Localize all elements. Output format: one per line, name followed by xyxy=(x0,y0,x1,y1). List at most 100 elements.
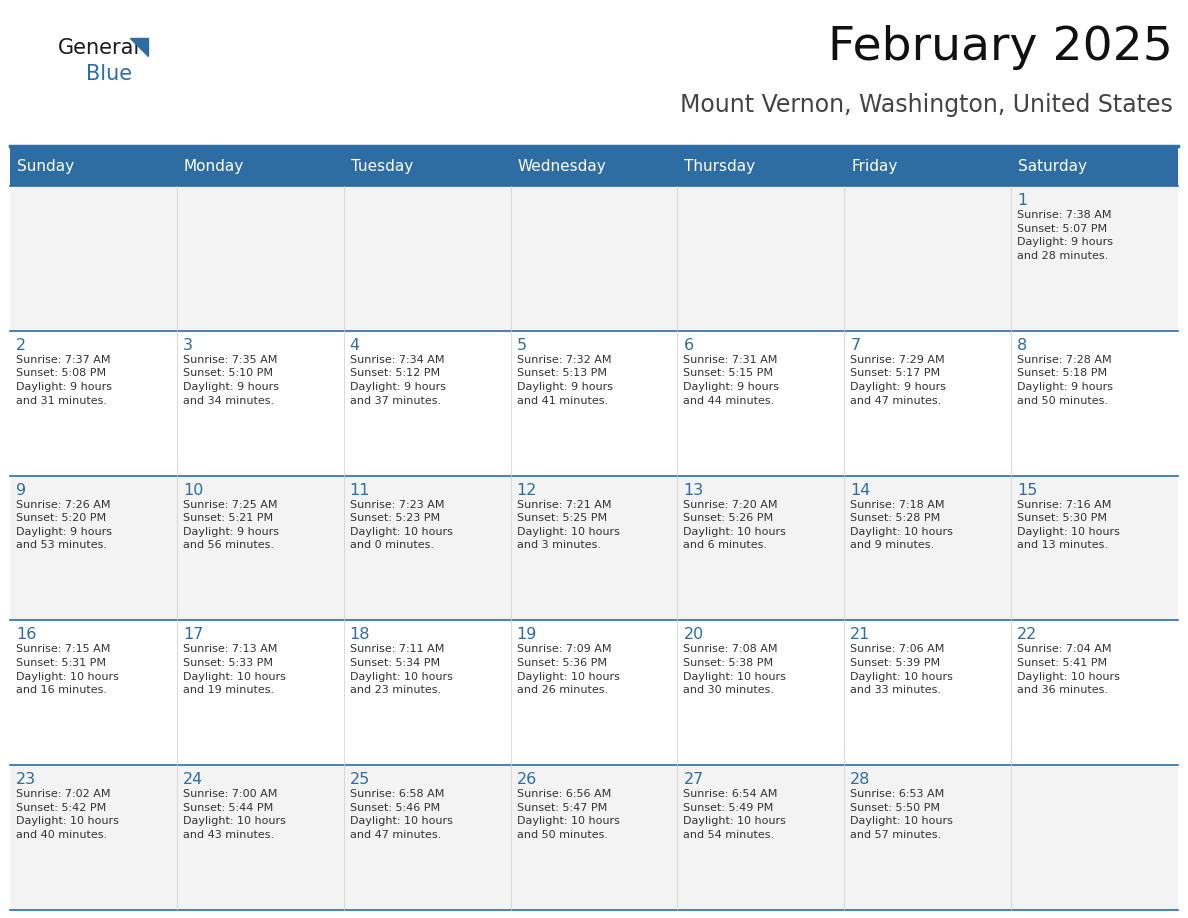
Bar xyxy=(845,621,1011,766)
Text: 6: 6 xyxy=(683,338,694,353)
Bar xyxy=(677,330,845,476)
Text: Blue: Blue xyxy=(86,64,132,84)
Text: Mount Vernon, Washington, United States: Mount Vernon, Washington, United States xyxy=(680,93,1173,117)
Bar xyxy=(343,476,511,621)
Text: Sunrise: 7:38 AM
Sunset: 5:07 PM
Daylight: 9 hours
and 28 minutes.: Sunrise: 7:38 AM Sunset: 5:07 PM Dayligh… xyxy=(1017,210,1113,261)
Bar xyxy=(511,330,677,476)
Bar xyxy=(845,330,1011,476)
Bar xyxy=(1011,766,1178,910)
Bar xyxy=(511,621,677,766)
Text: Sunrise: 7:06 AM
Sunset: 5:39 PM
Daylight: 10 hours
and 33 minutes.: Sunrise: 7:06 AM Sunset: 5:39 PM Dayligh… xyxy=(851,644,953,695)
Text: 27: 27 xyxy=(683,772,703,788)
Text: Sunrise: 7:29 AM
Sunset: 5:17 PM
Daylight: 9 hours
and 47 minutes.: Sunrise: 7:29 AM Sunset: 5:17 PM Dayligh… xyxy=(851,354,947,406)
Text: Sunrise: 7:13 AM
Sunset: 5:33 PM
Daylight: 10 hours
and 19 minutes.: Sunrise: 7:13 AM Sunset: 5:33 PM Dayligh… xyxy=(183,644,286,695)
Text: Sunrise: 7:26 AM
Sunset: 5:20 PM
Daylight: 9 hours
and 53 minutes.: Sunrise: 7:26 AM Sunset: 5:20 PM Dayligh… xyxy=(15,499,112,551)
Bar xyxy=(677,476,845,621)
Text: Sunrise: 7:34 AM
Sunset: 5:12 PM
Daylight: 9 hours
and 37 minutes.: Sunrise: 7:34 AM Sunset: 5:12 PM Dayligh… xyxy=(349,354,446,406)
Text: Sunrise: 6:53 AM
Sunset: 5:50 PM
Daylight: 10 hours
and 57 minutes.: Sunrise: 6:53 AM Sunset: 5:50 PM Dayligh… xyxy=(851,789,953,840)
Text: 23: 23 xyxy=(15,772,36,788)
Text: Sunrise: 7:11 AM
Sunset: 5:34 PM
Daylight: 10 hours
and 23 minutes.: Sunrise: 7:11 AM Sunset: 5:34 PM Dayligh… xyxy=(349,644,453,695)
Bar xyxy=(10,148,1178,186)
Text: Sunrise: 7:31 AM
Sunset: 5:15 PM
Daylight: 9 hours
and 44 minutes.: Sunrise: 7:31 AM Sunset: 5:15 PM Dayligh… xyxy=(683,354,779,406)
Bar xyxy=(10,621,177,766)
Bar xyxy=(845,476,1011,621)
Text: Sunrise: 6:58 AM
Sunset: 5:46 PM
Daylight: 10 hours
and 47 minutes.: Sunrise: 6:58 AM Sunset: 5:46 PM Dayligh… xyxy=(349,789,453,840)
Bar xyxy=(10,766,177,910)
Bar xyxy=(10,476,177,621)
Text: Sunday: Sunday xyxy=(17,160,74,174)
Text: Sunrise: 7:28 AM
Sunset: 5:18 PM
Daylight: 9 hours
and 50 minutes.: Sunrise: 7:28 AM Sunset: 5:18 PM Dayligh… xyxy=(1017,354,1113,406)
Text: 10: 10 xyxy=(183,483,203,498)
Bar xyxy=(343,186,511,330)
Text: 15: 15 xyxy=(1017,483,1037,498)
Bar xyxy=(1011,621,1178,766)
Text: 8: 8 xyxy=(1017,338,1028,353)
Text: 24: 24 xyxy=(183,772,203,788)
Text: 26: 26 xyxy=(517,772,537,788)
Text: Sunrise: 7:04 AM
Sunset: 5:41 PM
Daylight: 10 hours
and 36 minutes.: Sunrise: 7:04 AM Sunset: 5:41 PM Dayligh… xyxy=(1017,644,1120,695)
Text: Sunrise: 6:56 AM
Sunset: 5:47 PM
Daylight: 10 hours
and 50 minutes.: Sunrise: 6:56 AM Sunset: 5:47 PM Dayligh… xyxy=(517,789,619,840)
Text: 3: 3 xyxy=(183,338,192,353)
Text: 4: 4 xyxy=(349,338,360,353)
Bar xyxy=(177,330,343,476)
Bar xyxy=(1011,330,1178,476)
Bar xyxy=(845,186,1011,330)
Text: Sunrise: 7:00 AM
Sunset: 5:44 PM
Daylight: 10 hours
and 43 minutes.: Sunrise: 7:00 AM Sunset: 5:44 PM Dayligh… xyxy=(183,789,286,840)
Text: Sunrise: 6:54 AM
Sunset: 5:49 PM
Daylight: 10 hours
and 54 minutes.: Sunrise: 6:54 AM Sunset: 5:49 PM Dayligh… xyxy=(683,789,786,840)
Text: 1: 1 xyxy=(1017,193,1028,208)
Text: 12: 12 xyxy=(517,483,537,498)
Bar xyxy=(10,330,177,476)
Text: 14: 14 xyxy=(851,483,871,498)
Text: 17: 17 xyxy=(183,627,203,643)
Text: Wednesday: Wednesday xyxy=(518,160,606,174)
Bar xyxy=(177,621,343,766)
Bar xyxy=(677,766,845,910)
Text: Sunrise: 7:25 AM
Sunset: 5:21 PM
Daylight: 9 hours
and 56 minutes.: Sunrise: 7:25 AM Sunset: 5:21 PM Dayligh… xyxy=(183,499,279,551)
Text: Sunrise: 7:37 AM
Sunset: 5:08 PM
Daylight: 9 hours
and 31 minutes.: Sunrise: 7:37 AM Sunset: 5:08 PM Dayligh… xyxy=(15,354,112,406)
Bar xyxy=(343,766,511,910)
Text: Friday: Friday xyxy=(852,160,898,174)
Text: 20: 20 xyxy=(683,627,703,643)
Text: 13: 13 xyxy=(683,483,703,498)
Text: 19: 19 xyxy=(517,627,537,643)
Bar xyxy=(677,621,845,766)
Text: 7: 7 xyxy=(851,338,860,353)
Bar xyxy=(177,766,343,910)
Text: 25: 25 xyxy=(349,772,369,788)
Bar xyxy=(511,186,677,330)
Text: General: General xyxy=(58,38,140,58)
Bar xyxy=(10,186,177,330)
Text: 28: 28 xyxy=(851,772,871,788)
Text: Sunrise: 7:20 AM
Sunset: 5:26 PM
Daylight: 10 hours
and 6 minutes.: Sunrise: 7:20 AM Sunset: 5:26 PM Dayligh… xyxy=(683,499,786,551)
Bar xyxy=(845,766,1011,910)
Text: 21: 21 xyxy=(851,627,871,643)
Bar xyxy=(1011,186,1178,330)
Text: Sunrise: 7:18 AM
Sunset: 5:28 PM
Daylight: 10 hours
and 9 minutes.: Sunrise: 7:18 AM Sunset: 5:28 PM Dayligh… xyxy=(851,499,953,551)
Text: 16: 16 xyxy=(15,627,37,643)
Bar xyxy=(177,186,343,330)
Text: Sunrise: 7:15 AM
Sunset: 5:31 PM
Daylight: 10 hours
and 16 minutes.: Sunrise: 7:15 AM Sunset: 5:31 PM Dayligh… xyxy=(15,644,119,695)
Text: 9: 9 xyxy=(15,483,26,498)
Text: 11: 11 xyxy=(349,483,371,498)
Text: Sunrise: 7:23 AM
Sunset: 5:23 PM
Daylight: 10 hours
and 0 minutes.: Sunrise: 7:23 AM Sunset: 5:23 PM Dayligh… xyxy=(349,499,453,551)
Bar xyxy=(677,186,845,330)
Text: Sunrise: 7:08 AM
Sunset: 5:38 PM
Daylight: 10 hours
and 30 minutes.: Sunrise: 7:08 AM Sunset: 5:38 PM Dayligh… xyxy=(683,644,786,695)
Bar xyxy=(343,621,511,766)
Bar xyxy=(511,476,677,621)
Polygon shape xyxy=(129,38,148,56)
Bar xyxy=(1011,476,1178,621)
Text: 22: 22 xyxy=(1017,627,1037,643)
Text: 18: 18 xyxy=(349,627,371,643)
Text: Tuesday: Tuesday xyxy=(350,160,413,174)
Text: Monday: Monday xyxy=(184,160,244,174)
Bar xyxy=(343,330,511,476)
Text: Thursday: Thursday xyxy=(684,160,756,174)
Text: Sunrise: 7:09 AM
Sunset: 5:36 PM
Daylight: 10 hours
and 26 minutes.: Sunrise: 7:09 AM Sunset: 5:36 PM Dayligh… xyxy=(517,644,619,695)
Text: Sunrise: 7:16 AM
Sunset: 5:30 PM
Daylight: 10 hours
and 13 minutes.: Sunrise: 7:16 AM Sunset: 5:30 PM Dayligh… xyxy=(1017,499,1120,551)
Text: Sunrise: 7:21 AM
Sunset: 5:25 PM
Daylight: 10 hours
and 3 minutes.: Sunrise: 7:21 AM Sunset: 5:25 PM Dayligh… xyxy=(517,499,619,551)
Text: February 2025: February 2025 xyxy=(828,26,1173,71)
Text: Sunrise: 7:02 AM
Sunset: 5:42 PM
Daylight: 10 hours
and 40 minutes.: Sunrise: 7:02 AM Sunset: 5:42 PM Dayligh… xyxy=(15,789,119,840)
Bar xyxy=(177,476,343,621)
Text: Saturday: Saturday xyxy=(1018,160,1087,174)
Text: Sunrise: 7:32 AM
Sunset: 5:13 PM
Daylight: 9 hours
and 41 minutes.: Sunrise: 7:32 AM Sunset: 5:13 PM Dayligh… xyxy=(517,354,613,406)
